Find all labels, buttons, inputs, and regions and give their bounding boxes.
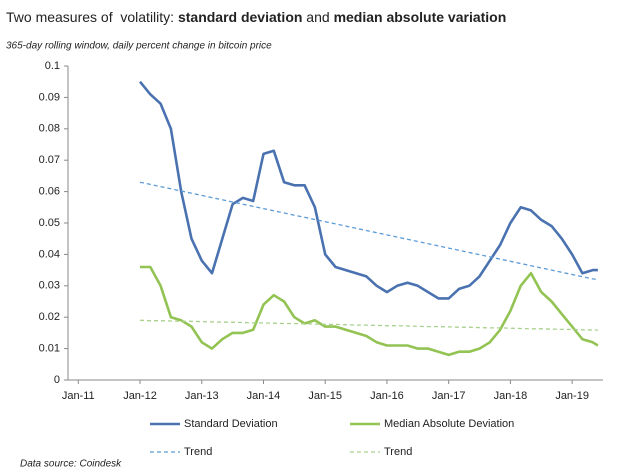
y-tick-label: 0.1 [45, 60, 60, 72]
y-tick-label: 0 [54, 374, 60, 386]
chart-title: Two measures of volatility: standard dev… [6, 9, 506, 25]
x-tick-label: Jan-12 [123, 390, 157, 402]
chart-subtitle: 365-day rolling window, daily percent ch… [6, 41, 272, 52]
series-line [138, 80, 598, 300]
y-tick-label: 0.08 [39, 123, 60, 135]
y-tick-label: 0.04 [39, 248, 60, 260]
x-tick-label: Jan-13 [185, 390, 219, 402]
y-tick-label: 0.02 [39, 311, 60, 323]
x-tick-label: Jan-18 [494, 390, 528, 402]
y-tick-label: 0.09 [39, 91, 60, 103]
trend-line [139, 319, 598, 331]
x-tick-label: Jan-16 [370, 390, 404, 402]
legend-label: Trend [184, 446, 212, 458]
y-tick-label: 0.07 [39, 154, 60, 166]
y-tick-label: 0.05 [39, 217, 60, 229]
series-line [140, 265, 599, 357]
y-tick-label: 0.03 [39, 280, 60, 292]
y-tick-label: 0.01 [39, 343, 60, 355]
legend-label: Trend [384, 446, 412, 458]
x-tick-label: Jan-19 [555, 390, 589, 402]
y-tick-label: 0.06 [39, 186, 60, 198]
trend-line [139, 181, 598, 281]
title-part: Two measures of volatility: [6, 9, 178, 25]
legend-label: Standard Deviation [184, 418, 278, 430]
x-tick-label: Jan-14 [247, 390, 281, 402]
legend-label: Median Absolute Deviation [384, 418, 514, 430]
title-part: and [302, 9, 333, 25]
x-tick-label: Jan-17 [432, 390, 466, 402]
x-tick-label: Jan-11 [62, 390, 95, 402]
title-part: median absolute variation [334, 9, 507, 25]
title-part: standard deviation [178, 9, 302, 25]
footnote: Data source: Coindesk [20, 459, 122, 469]
x-tick-label: Jan-15 [308, 390, 342, 402]
